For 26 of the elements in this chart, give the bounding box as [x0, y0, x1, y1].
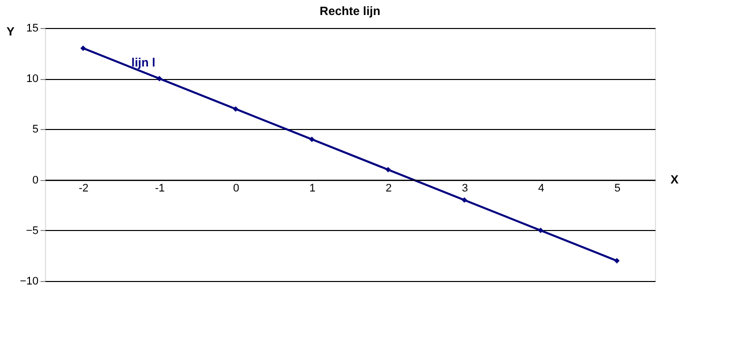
y-tick-label: 0 — [32, 174, 38, 186]
x-tick-label: 0 — [233, 182, 240, 194]
y-tick-label: 15 — [26, 22, 38, 34]
y-tick-label: 10 — [26, 73, 38, 86]
y-tick-label: −5 — [26, 224, 38, 237]
x-tick-label: 4 — [538, 182, 544, 194]
y-axis-title: Y — [6, 24, 15, 38]
x-tick-label: -2 — [78, 182, 89, 194]
x-tick-label: 2 — [386, 182, 392, 194]
chart-title: Rechte lijn — [320, 4, 380, 18]
x-tick-label: -1 — [154, 182, 165, 194]
point — [462, 197, 468, 203]
y-tick-label: 5 — [32, 124, 38, 136]
x-tick-label: 1 — [309, 182, 316, 194]
annotation: lijn l — [131, 56, 156, 70]
x-tick-label: 5 — [614, 182, 620, 194]
point — [80, 46, 86, 51]
point — [232, 106, 238, 112]
point — [385, 166, 391, 172]
x-axis-title: X — [670, 172, 679, 186]
point — [614, 258, 620, 264]
x-tick-label: 3 — [462, 182, 468, 194]
point — [309, 136, 315, 142]
point — [538, 228, 544, 234]
y-tick-label: −10 — [20, 276, 38, 288]
point — [156, 76, 162, 82]
